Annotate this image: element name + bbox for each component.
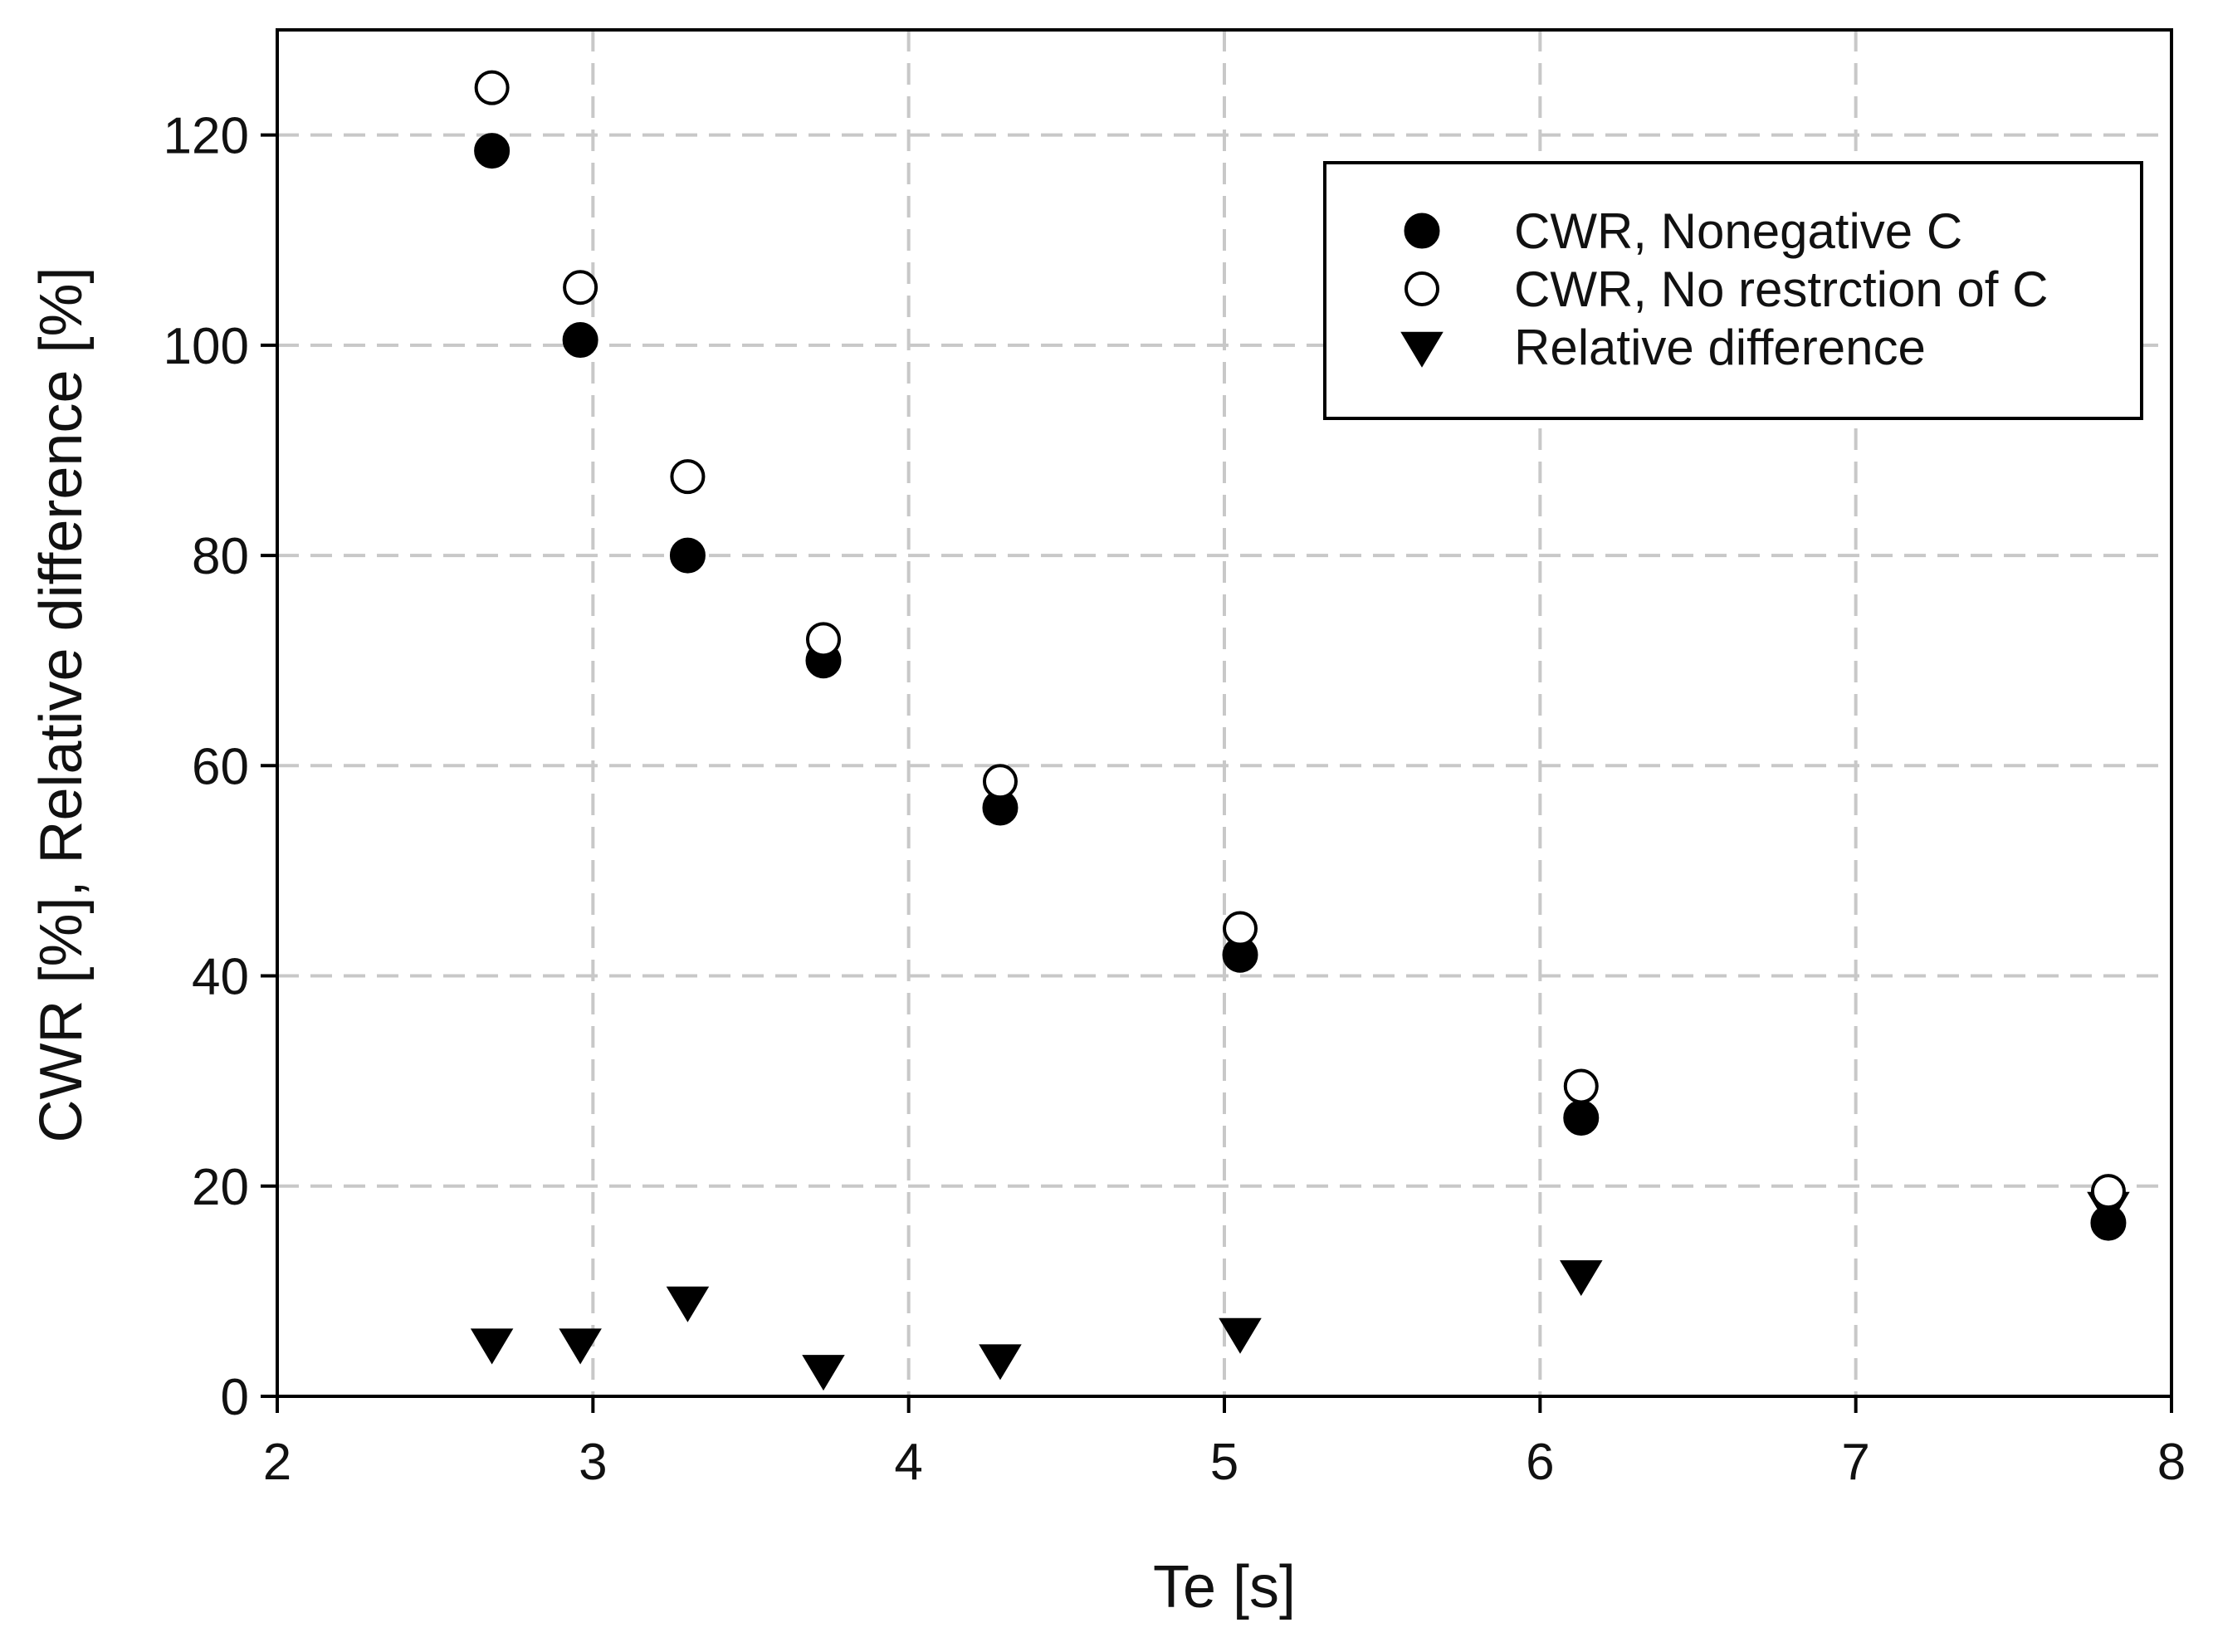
data-point-series-3	[666, 1286, 710, 1322]
x-tick-labels: 2 3 4 5 6 7 8	[263, 1434, 2186, 1491]
data-point-series-2	[670, 459, 706, 495]
x-tick-label: 7	[1841, 1434, 1869, 1491]
legend-marker	[1404, 271, 1439, 306]
y-tick-label: 0	[221, 1369, 249, 1426]
x-axis-title: Te [s]	[1153, 1554, 1296, 1620]
y-tick-label: 80	[192, 528, 249, 585]
data-point-series-2	[474, 70, 510, 105]
y-tick-label: 100	[164, 318, 249, 375]
x-tick-label: 6	[1526, 1434, 1554, 1491]
legend-box	[1323, 161, 2143, 420]
y-tick-label: 60	[192, 738, 249, 795]
data-point-series-3	[470, 1328, 514, 1365]
data-points	[470, 70, 2130, 1391]
x-tick-label: 2	[263, 1434, 291, 1491]
y-tick-label: 20	[192, 1159, 249, 1216]
x-tick-label: 8	[2157, 1434, 2186, 1491]
x-tick-label: 5	[1210, 1434, 1238, 1491]
data-point-series-3	[802, 1355, 845, 1391]
data-point-series-2	[563, 270, 598, 305]
y-tick-label: 40	[192, 949, 249, 1006]
data-point-series-1	[669, 537, 706, 574]
legend-label: Relative difference	[1514, 320, 1926, 375]
y-tick-labels: 0 20 40 60 80 100 120	[164, 108, 249, 1426]
y-tick-label: 120	[164, 108, 249, 165]
x-tick-label: 4	[894, 1434, 922, 1491]
legend-label: CWR, No restrction of C	[1514, 261, 2048, 317]
axis-ticks	[261, 133, 2173, 1413]
legend-label: CWR, Nonegative C	[1514, 203, 1962, 259]
data-point-series-2	[982, 764, 1018, 799]
data-point-series-3	[1560, 1260, 1603, 1297]
data-point-series-1	[2090, 1205, 2127, 1241]
x-tick-label: 3	[579, 1434, 607, 1491]
legend-marker	[1400, 331, 1444, 368]
data-point-series-3	[1219, 1317, 1262, 1354]
data-point-series-2	[1563, 1068, 1599, 1104]
legend-marker	[1404, 213, 1440, 249]
grid	[277, 30, 2171, 1396]
data-point-series-1	[562, 322, 598, 359]
y-axis-title: CWR [%], Relative difference [%]	[28, 266, 95, 1142]
data-point-series-1	[1563, 1099, 1600, 1136]
data-point-series-1	[474, 133, 511, 169]
data-point-series-3	[979, 1344, 1022, 1381]
data-point-series-3	[559, 1328, 602, 1365]
data-point-series-2	[1223, 911, 1258, 946]
data-point-series-2	[2090, 1174, 2126, 1210]
data-point-series-2	[805, 622, 841, 657]
